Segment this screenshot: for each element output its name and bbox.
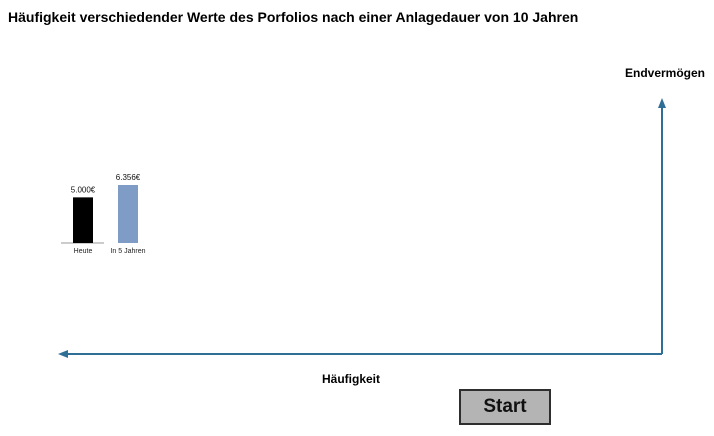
y-axis-arrowhead: [658, 98, 666, 108]
chart-title: Häufigkeit verschiedender Werte des Porf…: [8, 9, 579, 25]
bar-value-label-2: 6.356€: [116, 173, 141, 182]
bar-2: [118, 185, 138, 243]
y-axis-label: Endvermögen: [624, 66, 705, 80]
bar-category-label-2: In 5 Jahren: [110, 248, 145, 255]
bar-category-label-1: Heute: [74, 248, 93, 255]
comparison-bar-chart: 5.000€ Heute 6.356€ In 5 Jahren: [61, 173, 146, 255]
start-button[interactable]: Start: [459, 389, 551, 425]
bar-value-label-1: 5.000€: [71, 185, 96, 194]
x-axis-arrowhead: [58, 350, 68, 358]
bar-1: [73, 197, 93, 243]
x-axis-label: Häufigkeit: [322, 372, 381, 386]
